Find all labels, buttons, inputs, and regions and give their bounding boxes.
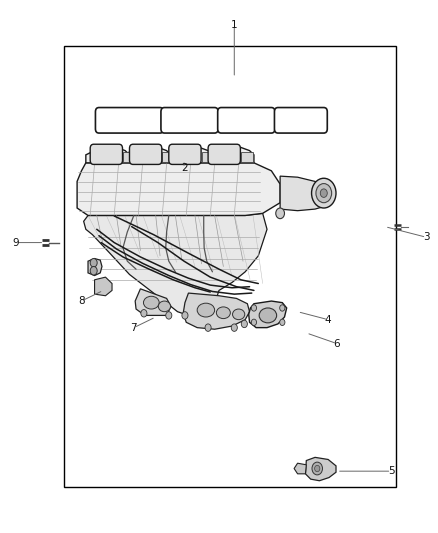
Circle shape xyxy=(314,465,320,472)
Text: 3: 3 xyxy=(423,232,430,243)
Circle shape xyxy=(141,310,147,317)
Bar xyxy=(64,46,396,487)
Ellipse shape xyxy=(197,303,215,317)
Text: 6: 6 xyxy=(334,338,340,349)
Text: 1: 1 xyxy=(231,20,237,30)
FancyBboxPatch shape xyxy=(161,108,218,133)
Circle shape xyxy=(90,259,97,267)
Text: 2: 2 xyxy=(181,163,187,173)
Polygon shape xyxy=(305,457,336,481)
Circle shape xyxy=(316,183,332,203)
Text: 7: 7 xyxy=(131,322,137,333)
Circle shape xyxy=(251,305,257,311)
Bar xyxy=(241,152,253,162)
Text: 9: 9 xyxy=(13,238,19,247)
Circle shape xyxy=(182,312,188,319)
Circle shape xyxy=(231,324,237,332)
Polygon shape xyxy=(280,176,330,211)
Circle shape xyxy=(312,462,322,475)
Polygon shape xyxy=(84,213,267,316)
Polygon shape xyxy=(77,163,280,215)
FancyBboxPatch shape xyxy=(95,108,163,133)
Polygon shape xyxy=(86,148,254,163)
Polygon shape xyxy=(294,463,306,474)
Polygon shape xyxy=(88,259,102,276)
Ellipse shape xyxy=(233,309,245,320)
Text: 4: 4 xyxy=(325,314,332,325)
Circle shape xyxy=(205,324,211,332)
Circle shape xyxy=(241,320,247,328)
Circle shape xyxy=(90,266,97,275)
Polygon shape xyxy=(249,301,287,328)
Ellipse shape xyxy=(144,296,159,309)
Circle shape xyxy=(166,312,172,319)
Circle shape xyxy=(251,319,257,326)
Bar xyxy=(162,152,174,162)
Polygon shape xyxy=(95,277,112,296)
Ellipse shape xyxy=(216,307,230,319)
Polygon shape xyxy=(135,289,171,316)
Circle shape xyxy=(320,189,327,197)
FancyBboxPatch shape xyxy=(130,144,162,165)
Circle shape xyxy=(280,305,285,311)
FancyBboxPatch shape xyxy=(275,108,327,133)
Bar xyxy=(201,152,214,162)
FancyBboxPatch shape xyxy=(169,144,201,165)
Polygon shape xyxy=(183,293,250,329)
Circle shape xyxy=(311,178,336,208)
Ellipse shape xyxy=(158,301,170,312)
Circle shape xyxy=(276,208,285,219)
FancyBboxPatch shape xyxy=(90,144,123,165)
Ellipse shape xyxy=(259,308,277,323)
FancyBboxPatch shape xyxy=(218,108,275,133)
Bar xyxy=(123,152,135,162)
Text: 5: 5 xyxy=(388,466,395,476)
Circle shape xyxy=(280,319,285,326)
Text: 8: 8 xyxy=(78,296,85,306)
FancyBboxPatch shape xyxy=(208,144,240,165)
